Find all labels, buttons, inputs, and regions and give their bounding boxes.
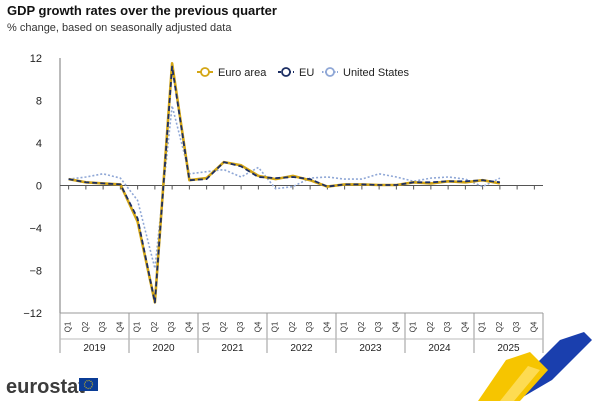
x-quarter-label: Q4 (322, 321, 331, 332)
series-line-eu (68, 65, 501, 304)
x-quarter-label: Q2 (150, 321, 159, 332)
x-quarter-label: Q1 (409, 321, 418, 332)
eurostat-logo-text: eurostat (6, 376, 85, 398)
y-axis: 12 8 4 0 −4 −8 −12 (23, 53, 42, 320)
series-lines (68, 62, 501, 304)
x-quarter-label: Q4 (253, 321, 262, 332)
y-tick-label: −12 (23, 308, 42, 320)
x-year-label: 2024 (428, 343, 451, 354)
grid-and-axes (59, 58, 543, 314)
x-year-label: 2020 (152, 343, 175, 354)
x-quarter-label: Q4 (391, 321, 400, 332)
ribbon-decoration (478, 332, 592, 401)
x-quarter-label: Q2 (495, 321, 504, 332)
x-quarter-label: Q2 (357, 321, 366, 332)
y-tick-label: 12 (30, 53, 42, 65)
legend-item-eu[interactable]: EU (278, 67, 314, 79)
legend: Euro area EU United States (197, 67, 410, 79)
x-year-label: 2022 (290, 343, 313, 354)
x-quarter-label: Q2 (81, 321, 90, 332)
x-quarter-label: Q3 (512, 321, 521, 332)
x-axis: Q1 Q2 Q3 Q4 Q1 Q2 Q3 Q4 Q1 Q2 Q3 Q4 Q1 Q2 Q3 Q4 Q1 Q2 Q3 Q4… (59, 313, 544, 354)
y-tick-label: −4 (29, 223, 42, 235)
legend-marker-icon (200, 67, 210, 77)
x-quarter-label: Q1 (133, 321, 142, 332)
x-quarter-label: Q4 (184, 321, 193, 332)
x-quarter-label: Q1 (271, 321, 280, 332)
x-year-label: 2021 (221, 343, 244, 354)
x-quarter-label: Q2 (219, 321, 228, 332)
x-quarter-label: Q4 (115, 321, 124, 332)
x-quarter-label: Q3 (374, 321, 383, 332)
eurostat-logo: eurostat (6, 376, 98, 398)
legend-label: United States (343, 67, 410, 79)
x-quarter-label: Q1 (64, 321, 73, 332)
y-tick-label: 8 (36, 96, 42, 108)
legend-label: Euro area (218, 67, 267, 79)
series-line-united-states (68, 105, 501, 270)
legend-marker-icon (325, 67, 335, 77)
x-quarter-label: Q3 (167, 321, 176, 332)
x-quarter-label: Q3 (98, 321, 107, 332)
x-quarter-label: Q1 (340, 321, 349, 332)
y-tick-label: 4 (36, 138, 42, 150)
chart-subtitle: % change, based on seasonally adjusted d… (7, 22, 232, 34)
x-quarter-label: Q1 (202, 321, 211, 332)
x-year-label: 2019 (83, 343, 106, 354)
x-quarter-label: Q2 (426, 321, 435, 332)
x-quarter-label: Q4 (460, 321, 469, 332)
x-quarter-label: Q1 (478, 321, 487, 332)
legend-item-euro-area[interactable]: Euro area (197, 67, 267, 79)
x-quarter-label: Q4 (529, 321, 538, 332)
eu-flag-icon (79, 378, 98, 391)
x-quarter-label: Q3 (236, 321, 245, 332)
legend-label: EU (299, 67, 314, 79)
x-quarter-label: Q2 (288, 321, 297, 332)
x-year-label: 2023 (359, 343, 382, 354)
chart-title: GDP growth rates over the previous quart… (7, 3, 277, 18)
y-tick-label: −8 (29, 266, 42, 278)
x-year-label: 2025 (497, 343, 520, 354)
x-quarter-label: Q3 (305, 321, 314, 332)
x-quarter-label: Q3 (443, 321, 452, 332)
legend-marker-icon (281, 67, 291, 77)
legend-item-united-states[interactable]: United States (322, 67, 410, 79)
y-tick-label: 0 (36, 181, 42, 193)
